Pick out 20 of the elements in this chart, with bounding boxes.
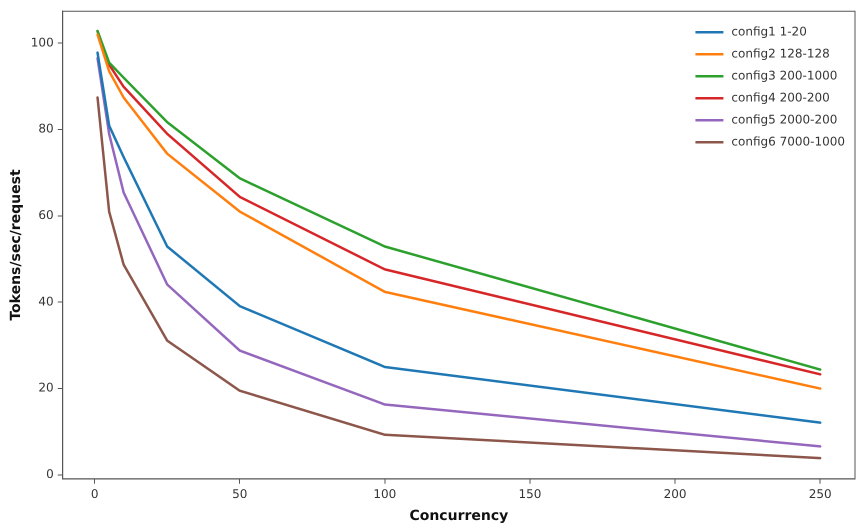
legend-label: config3 200-1000: [731, 68, 838, 82]
y-tick-label: 100: [30, 35, 54, 50]
legend-label: config5 2000-200: [731, 112, 838, 126]
x-tick-label: 200: [664, 487, 687, 502]
x-tick-label: 100: [373, 487, 396, 502]
x-tick-label: 0: [90, 487, 98, 502]
x-tick-label: 250: [808, 487, 832, 502]
y-tick-label: 0: [46, 467, 54, 482]
legend-label: config2 128-128: [731, 46, 830, 60]
x-tick-label: 50: [232, 487, 248, 502]
x-axis-title: Concurrency: [409, 508, 508, 524]
y-tick-label: 80: [38, 122, 54, 136]
y-axis-title: Tokens/sec/request: [8, 169, 24, 321]
y-tick-label: 60: [38, 208, 54, 222]
y-tick-label: 40: [38, 294, 54, 308]
y-tick-label: 20: [38, 380, 54, 395]
x-tick-label: 150: [518, 487, 542, 502]
legend-label: config4 200-200: [731, 90, 830, 104]
legend-label: config6 7000-1000: [731, 134, 845, 148]
legend-label: config1 1-20: [731, 24, 807, 38]
